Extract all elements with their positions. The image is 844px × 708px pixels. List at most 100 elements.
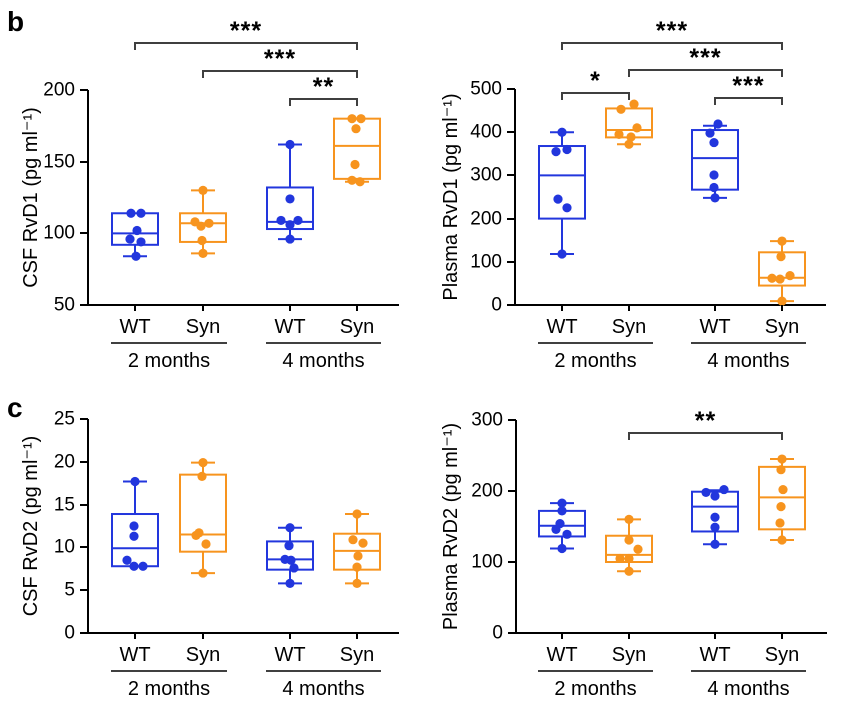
data-point	[352, 509, 362, 519]
box-syn-2months	[605, 514, 653, 576]
data-point	[624, 535, 634, 545]
x-category-label: Syn	[765, 316, 799, 338]
data-point	[778, 484, 788, 495]
data-point	[777, 296, 787, 306]
sig-bracket	[134, 42, 358, 50]
group-label: 2 months	[554, 678, 636, 700]
data-point	[201, 539, 211, 549]
data-point	[285, 194, 295, 204]
y-tick-label: 300	[471, 410, 503, 431]
data-point	[136, 237, 146, 247]
data-point	[285, 220, 295, 230]
group-label: 2 months	[128, 350, 210, 372]
sig-bracket	[628, 69, 783, 77]
x-category-label: WT	[274, 644, 305, 666]
sig-bracket	[628, 432, 783, 440]
data-point	[198, 248, 208, 258]
data-point	[557, 249, 567, 259]
data-point	[353, 551, 363, 561]
data-point	[776, 502, 786, 512]
data-point	[785, 271, 795, 281]
box-wt-4months	[266, 139, 314, 244]
data-point	[352, 562, 362, 572]
group-label: 4 months	[282, 350, 364, 372]
data-point	[196, 221, 206, 231]
y-tick-label: 150	[43, 152, 75, 173]
box-wt-2months	[538, 498, 586, 554]
data-point	[629, 99, 639, 109]
box-syn-4months	[758, 236, 806, 306]
y-tick-label: 10	[54, 537, 75, 558]
group-label: 4 months	[707, 678, 789, 700]
data-point	[551, 524, 561, 534]
panel-plasma-rvd2: 0 100 200 300 Plasma RvD2 (pg ml⁻¹) WT Syn WT Sy…	[440, 407, 827, 700]
data-point	[351, 124, 361, 134]
sig-label: ***	[689, 44, 721, 72]
data-point	[624, 566, 634, 576]
sig-label: ***	[656, 17, 688, 45]
data-point	[122, 555, 132, 565]
data-point	[551, 147, 561, 157]
data-point	[709, 170, 719, 180]
group-label: 4 months	[707, 350, 789, 372]
data-point	[719, 484, 729, 495]
data-point	[562, 144, 572, 155]
y-tick-label: 100	[43, 223, 75, 244]
y-tick-label: 0	[64, 623, 75, 644]
data-point	[285, 139, 295, 150]
data-point	[191, 530, 201, 541]
data-point	[776, 465, 786, 475]
y-tick-label: 50	[54, 295, 75, 316]
data-point	[615, 553, 625, 564]
y-tick-label: 200	[471, 481, 503, 502]
data-point	[358, 538, 368, 548]
data-point	[285, 234, 295, 244]
data-point	[352, 578, 362, 588]
data-point	[136, 208, 146, 218]
box-syn-4months	[333, 114, 381, 187]
y-axis-title: Plasma RvD2 (pg ml⁻¹)	[440, 423, 462, 630]
data-point	[775, 274, 785, 284]
data-point	[626, 132, 636, 142]
data-point	[557, 543, 567, 554]
y-tick-label: 500	[470, 79, 502, 100]
data-point	[701, 487, 711, 498]
data-point	[286, 555, 296, 565]
box-wt-2months	[111, 208, 159, 261]
sig-label: ***	[732, 72, 764, 100]
y-tick-label: 0	[491, 295, 502, 316]
sig-label: **	[313, 73, 334, 101]
box-rect	[538, 145, 586, 220]
x-category-label: WT	[699, 644, 730, 666]
box-syn-2months	[179, 185, 227, 258]
data-point	[562, 529, 572, 539]
data-point	[709, 137, 719, 148]
data-point	[348, 535, 358, 545]
data-point	[129, 521, 139, 531]
data-point	[624, 553, 634, 564]
data-point	[138, 561, 148, 571]
data-point	[129, 531, 139, 541]
box-rect	[179, 473, 227, 553]
group-label: 2 months	[554, 350, 636, 372]
y-tick-label: 20	[54, 452, 75, 473]
data-point	[131, 251, 141, 261]
data-point	[705, 128, 715, 138]
box-wt-2months	[538, 127, 586, 259]
y-tick-label: 0	[492, 623, 503, 644]
x-category-label: Syn	[186, 644, 220, 666]
x-category-label: WT	[546, 644, 577, 666]
data-point	[198, 185, 208, 195]
data-point	[198, 458, 208, 468]
x-category-label: Syn	[186, 316, 220, 338]
data-point	[553, 194, 563, 204]
x-category-label: Syn	[765, 644, 799, 666]
data-point	[129, 561, 139, 571]
x-category-label: Syn	[612, 644, 646, 666]
data-point	[713, 119, 723, 129]
sig-label: ***	[230, 17, 262, 45]
sig-bracket	[202, 70, 358, 78]
data-point	[562, 203, 572, 213]
box-rect	[605, 107, 653, 139]
